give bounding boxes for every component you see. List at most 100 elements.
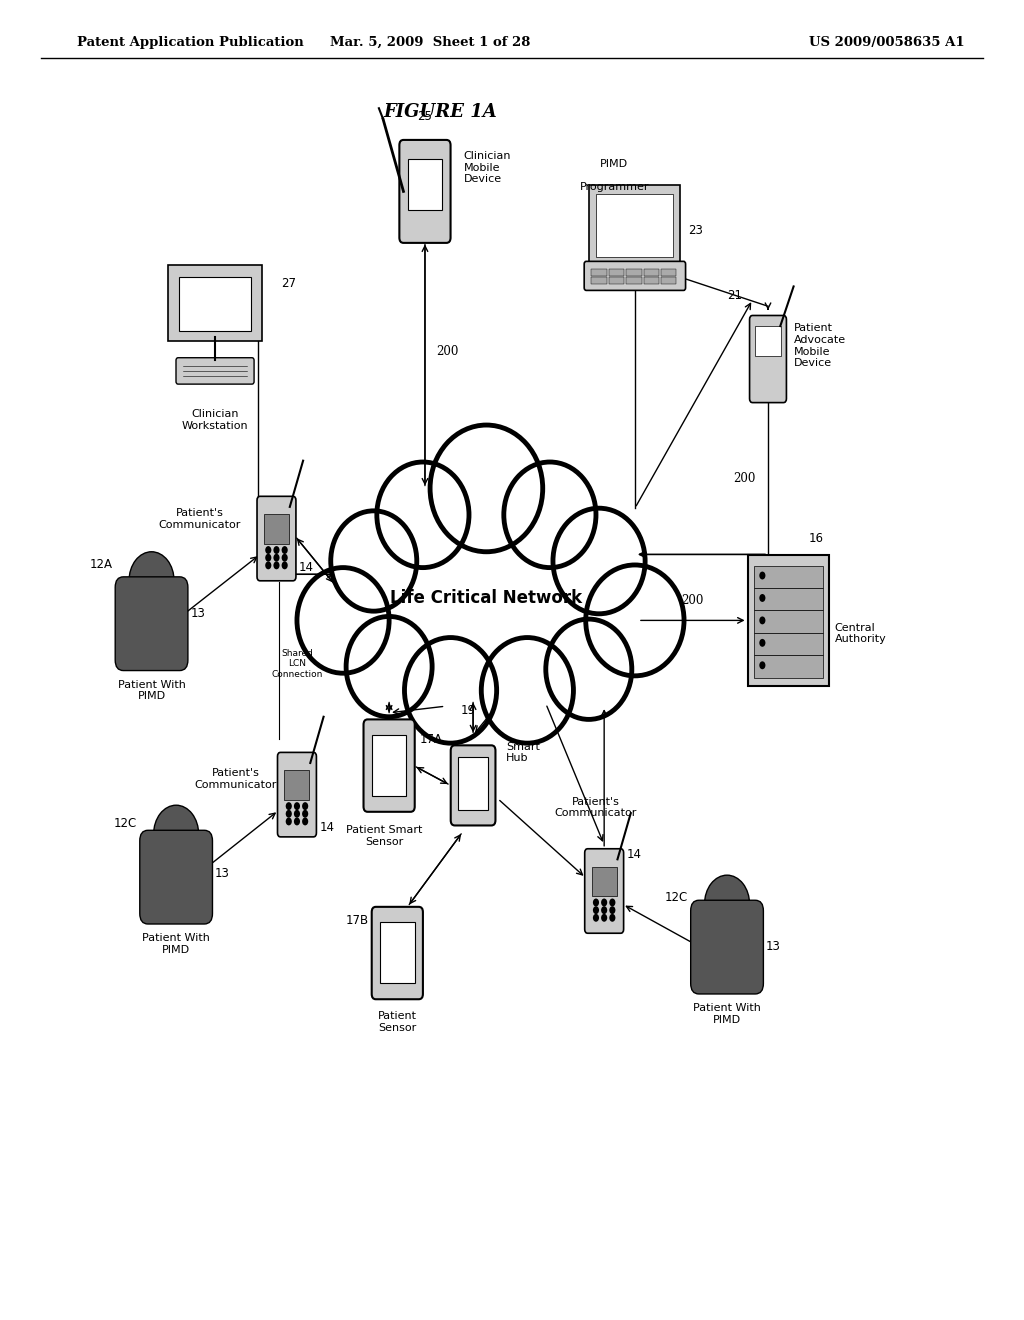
FancyBboxPatch shape	[372, 734, 407, 796]
Ellipse shape	[346, 616, 432, 717]
Text: 12C: 12C	[114, 817, 137, 830]
Circle shape	[154, 805, 199, 863]
FancyBboxPatch shape	[584, 261, 686, 290]
Circle shape	[760, 661, 766, 669]
FancyBboxPatch shape	[176, 358, 254, 384]
Circle shape	[294, 817, 300, 825]
Text: Clinician
Workstation: Clinician Workstation	[181, 409, 249, 430]
FancyBboxPatch shape	[399, 140, 451, 243]
Circle shape	[593, 906, 599, 913]
FancyBboxPatch shape	[748, 554, 829, 685]
Text: 27: 27	[282, 277, 297, 290]
FancyBboxPatch shape	[380, 921, 415, 983]
Circle shape	[294, 809, 300, 817]
FancyBboxPatch shape	[115, 577, 188, 671]
Circle shape	[265, 546, 271, 554]
FancyBboxPatch shape	[754, 610, 823, 632]
Text: Smart
Hub: Smart Hub	[506, 742, 540, 763]
Text: Shared
LCN
Connection: Shared LCN Connection	[271, 649, 323, 678]
FancyBboxPatch shape	[592, 867, 616, 896]
Text: Patient With
PIMD: Patient With PIMD	[118, 680, 185, 701]
Text: Patient
Advocate
Mobile
Device: Patient Advocate Mobile Device	[794, 323, 846, 368]
Text: Patient's
Communicator: Patient's Communicator	[159, 508, 241, 529]
Circle shape	[273, 546, 280, 554]
Circle shape	[601, 913, 607, 921]
Text: Clinician
Mobile
Device: Clinician Mobile Device	[464, 150, 511, 185]
FancyBboxPatch shape	[451, 746, 496, 825]
Circle shape	[593, 913, 599, 921]
Text: FIGURE 1A: FIGURE 1A	[383, 103, 498, 121]
Circle shape	[286, 817, 292, 825]
Circle shape	[601, 906, 607, 913]
Text: US 2009/0058635 A1: US 2009/0058635 A1	[809, 36, 965, 49]
Circle shape	[609, 906, 615, 913]
FancyBboxPatch shape	[644, 269, 659, 276]
Circle shape	[760, 594, 766, 602]
Text: Patient
Sensor: Patient Sensor	[378, 1011, 417, 1032]
Ellipse shape	[430, 425, 543, 552]
Text: Patient With
PIMD: Patient With PIMD	[693, 1003, 761, 1024]
Circle shape	[282, 561, 288, 569]
FancyBboxPatch shape	[690, 900, 764, 994]
Text: Patient's
Communicator: Patient's Communicator	[195, 768, 276, 789]
FancyBboxPatch shape	[285, 771, 309, 800]
FancyBboxPatch shape	[596, 194, 674, 257]
Text: Life Critical Network: Life Critical Network	[390, 589, 583, 607]
FancyBboxPatch shape	[264, 515, 289, 544]
FancyBboxPatch shape	[592, 277, 606, 284]
Circle shape	[286, 803, 292, 810]
Circle shape	[282, 546, 288, 554]
Ellipse shape	[364, 469, 609, 706]
Text: 23: 23	[688, 224, 703, 238]
Circle shape	[705, 875, 750, 933]
Text: Patient Smart
Sensor: Patient Smart Sensor	[346, 825, 422, 846]
Circle shape	[282, 553, 288, 562]
FancyBboxPatch shape	[754, 587, 823, 610]
Circle shape	[609, 899, 615, 907]
FancyBboxPatch shape	[590, 185, 680, 267]
FancyBboxPatch shape	[608, 277, 625, 284]
Text: 13: 13	[190, 607, 206, 620]
Text: Patient's
Communicator: Patient's Communicator	[555, 797, 637, 818]
FancyBboxPatch shape	[627, 269, 641, 276]
Circle shape	[302, 803, 308, 810]
Ellipse shape	[404, 638, 497, 743]
Circle shape	[601, 899, 607, 907]
FancyBboxPatch shape	[168, 265, 262, 341]
Text: 19: 19	[461, 704, 475, 717]
Circle shape	[609, 913, 615, 921]
FancyBboxPatch shape	[750, 315, 786, 403]
Circle shape	[273, 561, 280, 569]
Text: 14: 14	[627, 847, 642, 861]
Circle shape	[593, 899, 599, 907]
FancyBboxPatch shape	[139, 830, 213, 924]
Text: 13: 13	[766, 940, 781, 953]
FancyBboxPatch shape	[756, 326, 780, 356]
FancyBboxPatch shape	[179, 277, 251, 331]
Ellipse shape	[586, 565, 684, 676]
FancyBboxPatch shape	[364, 719, 415, 812]
FancyBboxPatch shape	[754, 632, 823, 655]
FancyBboxPatch shape	[372, 907, 423, 999]
Text: 13: 13	[215, 867, 230, 880]
Circle shape	[760, 572, 766, 579]
FancyBboxPatch shape	[408, 160, 442, 210]
Text: Patient With
PIMD: Patient With PIMD	[142, 933, 210, 954]
Ellipse shape	[456, 495, 640, 706]
Text: 25: 25	[418, 110, 432, 123]
Circle shape	[302, 809, 308, 817]
Text: 17A: 17A	[420, 733, 442, 746]
FancyBboxPatch shape	[257, 496, 296, 581]
Circle shape	[294, 803, 300, 810]
Text: Mar. 5, 2009  Sheet 1 of 28: Mar. 5, 2009 Sheet 1 of 28	[330, 36, 530, 49]
Ellipse shape	[333, 495, 517, 706]
Text: PIMD: PIMD	[600, 158, 629, 169]
Ellipse shape	[504, 462, 596, 568]
Ellipse shape	[553, 508, 645, 614]
FancyBboxPatch shape	[662, 269, 676, 276]
Text: 14: 14	[319, 821, 335, 834]
Text: 200: 200	[733, 473, 756, 484]
Circle shape	[265, 561, 271, 569]
Ellipse shape	[377, 462, 469, 568]
Text: 12A: 12A	[90, 558, 113, 572]
